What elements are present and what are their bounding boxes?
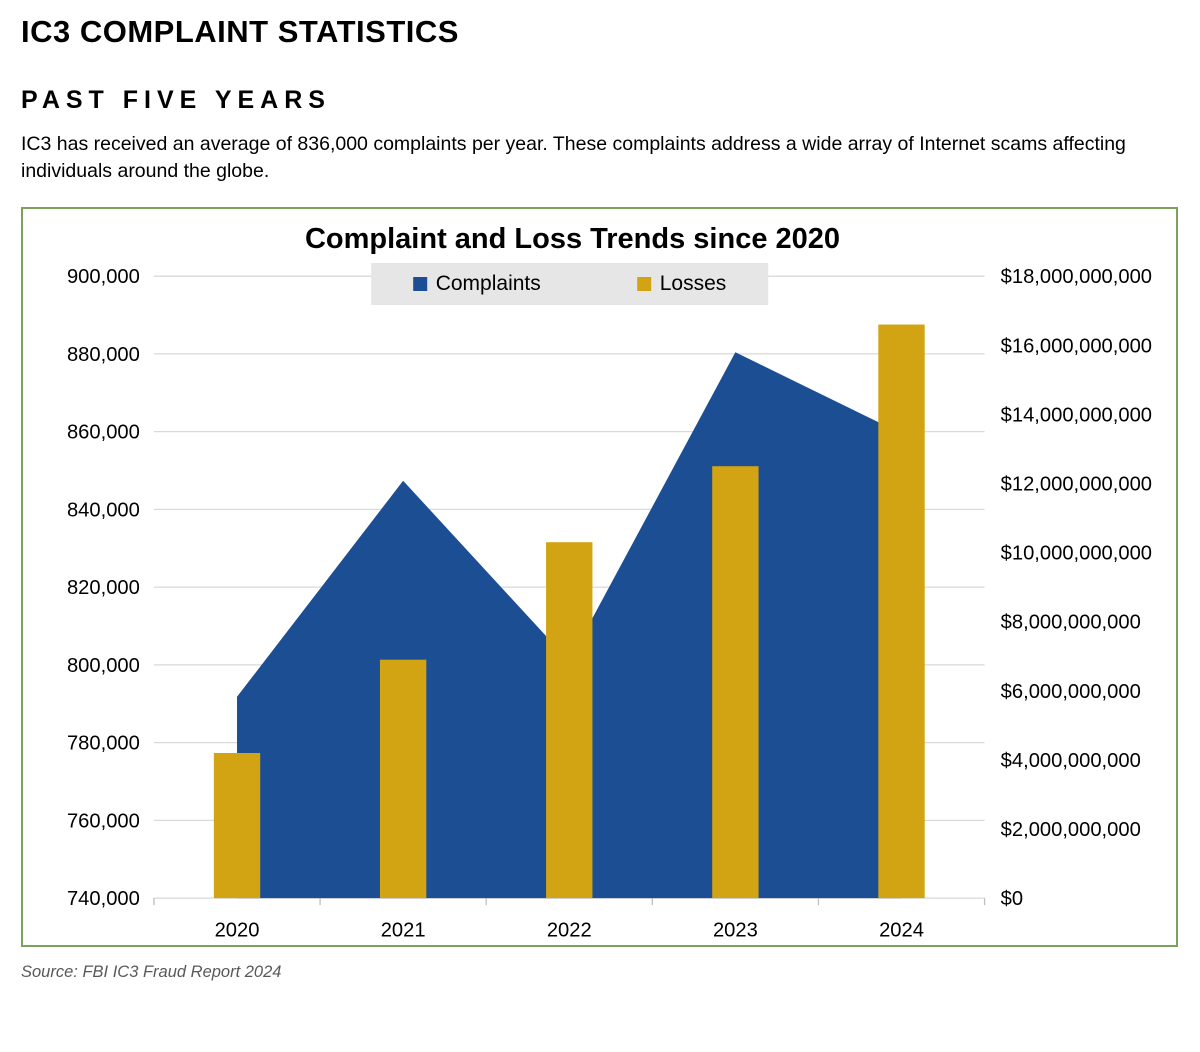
left-axis-tick-label: 800,000 — [67, 655, 140, 677]
left-axis-tick-label: 820,000 — [67, 577, 140, 599]
right-axis-tick-label: $0 — [1001, 888, 1023, 910]
combo-chart: 740,000 760,000 780,000 800,000 820,000 840,0… — [67, 266, 1152, 941]
legend-item-complaints: Complaints — [412, 271, 541, 296]
loss-bar — [546, 542, 593, 898]
chart-legend: Complaints Losses — [370, 262, 769, 305]
source-text: Source: FBI IC3 Fraud Report 2024 — [21, 963, 282, 982]
left-axis-tick-label: 880,000 — [67, 344, 140, 366]
x-axis-label: 2021 — [381, 919, 426, 941]
loss-bar — [213, 752, 261, 898]
left-axis-tick-label: 740,000 — [67, 888, 140, 910]
legend-item-losses: Losses — [636, 271, 727, 296]
chart-card: Complaint and Loss Trends since 2020 Com… — [21, 206, 1178, 948]
right-axis-tick-label: $2,000,000,000 — [1001, 819, 1141, 841]
right-axis-tick-label: $12,000,000,000 — [1001, 473, 1152, 495]
page-title: IC3 COMPLAINT STATISTICS — [21, 14, 459, 49]
complaints-swatch-icon — [412, 276, 427, 291]
x-axis-label: 2022 — [547, 919, 592, 941]
right-axis-tick-label: $6,000,000,000 — [1001, 681, 1141, 703]
right-axis-tick-label: $8,000,000,000 — [1001, 612, 1141, 634]
section-heading: PAST FIVE YEARS — [21, 86, 331, 114]
left-axis-tick-label: 780,000 — [67, 732, 140, 754]
loss-bar — [878, 324, 925, 898]
right-axis-tick-label: $18,000,000,000 — [1001, 266, 1152, 288]
x-axis-label: 2024 — [879, 919, 924, 941]
right-axis-tick-label: $10,000,000,000 — [1001, 542, 1152, 564]
right-axis-tick-label: $14,000,000,000 — [1001, 404, 1152, 426]
losses-legend-label: Losses — [659, 271, 727, 295]
complaints-legend-label: Complaints — [435, 271, 541, 295]
left-axis-tick-label: 760,000 — [67, 810, 140, 832]
x-axis-label: 2023 — [713, 919, 758, 941]
right-axis-tick-label: $4,000,000,000 — [1001, 750, 1141, 772]
x-axis-label: 2020 — [215, 919, 260, 941]
right-axis-tick-label: $16,000,000,000 — [1001, 335, 1152, 357]
left-axis-tick-label: 840,000 — [67, 499, 140, 521]
left-axis-tick-label: 860,000 — [67, 422, 140, 444]
loss-bar — [712, 466, 759, 898]
chart-title: Complaint and Loss Trends since 2020 — [304, 222, 841, 255]
loss-bar — [379, 659, 427, 898]
left-axis-tick-label: 900,000 — [67, 266, 140, 288]
intro-text: IC3 has received an average of 836,000 c… — [21, 133, 1126, 182]
losses-swatch-icon — [636, 276, 651, 291]
